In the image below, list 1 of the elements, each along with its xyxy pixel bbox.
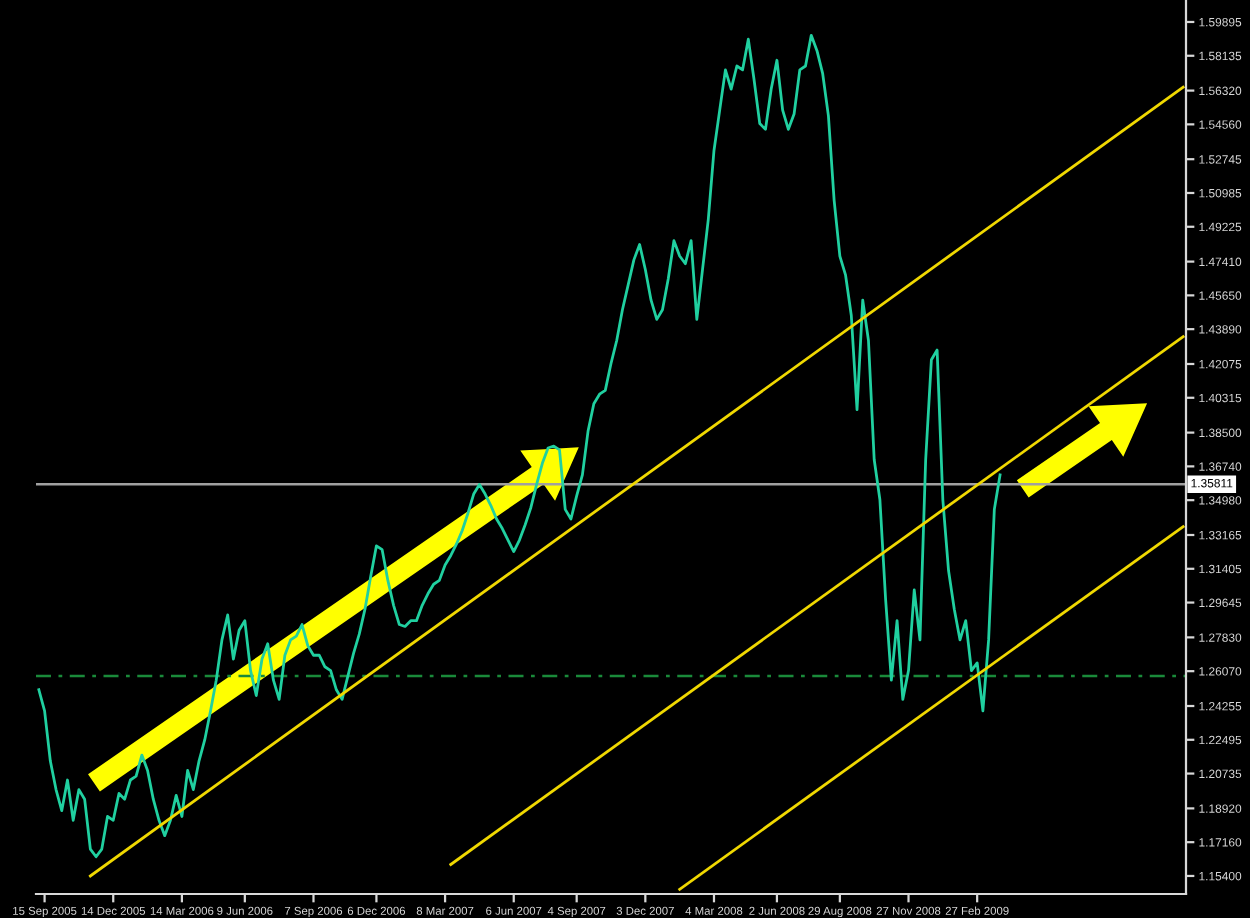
line-series [37,33,1002,859]
